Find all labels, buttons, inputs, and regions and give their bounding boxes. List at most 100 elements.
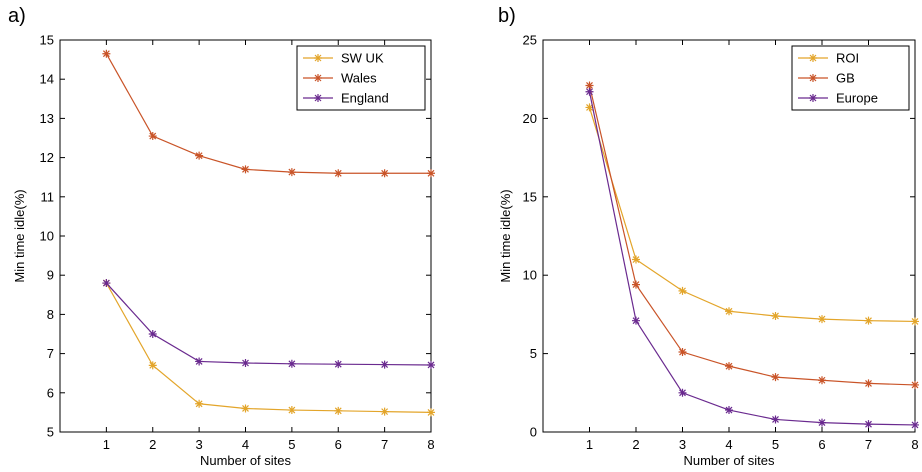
panel-b-series-gb-point-shape xyxy=(585,81,594,90)
panel-b-series-europe-point-shape xyxy=(818,418,826,427)
panel-b-series-roi-point xyxy=(911,317,919,326)
panel-b-x-tick-label: 5 xyxy=(772,437,779,452)
panel-b-series-gb-point xyxy=(771,373,780,382)
panel-a-series-sw-uk-point xyxy=(148,361,157,370)
panel-b-series-gb-point-shape xyxy=(911,380,919,389)
panel-b: 1 2 3 4 5 6 7 8 0 5 10 15 20 25 Number of sites Min tim… xyxy=(498,5,919,468)
panel-a-series-sw-uk-point-shape xyxy=(427,408,435,417)
panel-a-legend-marker-shape xyxy=(314,74,322,82)
panel-b-series-roi-point xyxy=(818,315,826,324)
panel-a-legend-label: SW UK xyxy=(341,51,384,66)
panel-a-series-england-point xyxy=(287,359,296,368)
panel-a-legend-item: Wales xyxy=(303,71,377,86)
panel-b-series-gb-point xyxy=(725,362,733,371)
panel-b-series-gb-point-shape xyxy=(678,348,687,357)
panel-a-series-england-line xyxy=(105,282,432,366)
panel-a-series-england-point-shape xyxy=(427,360,435,369)
panel-a-y-tick-label: 7 xyxy=(47,346,54,361)
panel-a-series-wales-point-shape xyxy=(195,151,204,160)
panel-b-series-roi-point-shape xyxy=(818,315,826,324)
panel-a-y-tick-label: 12 xyxy=(40,150,54,165)
panel-b-legend-label: GB xyxy=(836,71,855,86)
panel-b-series-roi-point xyxy=(725,307,733,316)
panel-b-series-gb-point-shape xyxy=(632,280,640,289)
panel-b-legend: ROI GB Europe xyxy=(791,45,910,111)
panel-a-series-england xyxy=(102,279,435,369)
panel-b-x-tick-label: 4 xyxy=(725,437,732,452)
panel-a-legend: SW UK Wales England xyxy=(296,45,426,111)
panel-b-series-roi-point xyxy=(678,286,687,295)
panel-a-legend-marker xyxy=(314,54,322,62)
panel-a-series-wales-point-shape xyxy=(241,165,250,174)
panel-b-y-tick-label: 5 xyxy=(530,346,537,361)
panel-a-legend-marker xyxy=(314,74,322,82)
panel-a-series-england-point xyxy=(427,360,435,369)
panel-b-series-europe-point-shape xyxy=(864,420,873,429)
panel-a-series-england-point-shape xyxy=(334,360,343,369)
panel-a-series-wales-point xyxy=(195,151,204,160)
panel-a-legend-marker-shape xyxy=(314,54,322,62)
panel-b-x-tick-label: 8 xyxy=(911,437,918,452)
panel-a-series-sw-uk-point-shape xyxy=(195,399,204,408)
panel-b-series-roi-point-shape xyxy=(585,103,594,112)
panel-a-series-sw-uk-point xyxy=(427,408,435,417)
panel-a-series-wales-point-shape xyxy=(102,49,111,58)
panel-b-series-roi-point xyxy=(771,311,780,320)
panel-a-series-sw-uk xyxy=(102,279,435,417)
panel-b-series-gb-point-shape xyxy=(771,373,780,382)
panel-a-legend-item: SW UK xyxy=(303,51,384,66)
panel-a-series-england-point xyxy=(102,279,111,288)
panel-b-series-gb-point xyxy=(585,81,594,90)
panel-b-y-tick-label: 10 xyxy=(523,268,537,283)
panel-a-series-sw-uk-point xyxy=(380,407,389,416)
panel-a-x-tick-label: 6 xyxy=(335,437,342,452)
panel-a-series-wales-point-shape xyxy=(287,168,296,177)
panel-b-legend-item: Europe xyxy=(798,91,878,106)
panel-b-series-europe-point xyxy=(678,388,687,397)
panel-b-x-axis-label: Number of sites xyxy=(683,453,775,468)
panel-b-series-gb-point xyxy=(911,380,919,389)
panel-b-series-gb-point xyxy=(818,376,826,385)
panel-b-x-tick-label: 2 xyxy=(632,437,639,452)
panel-b-series-europe-point xyxy=(864,420,873,429)
panel-b-y-tick-label: 25 xyxy=(523,33,537,48)
panel-b-legend-item: ROI xyxy=(798,51,859,66)
panel-a-y-tick-label: 15 xyxy=(40,33,54,48)
panel-a-y-tick-label: 6 xyxy=(47,385,54,400)
panel-b-series-europe-point-shape xyxy=(632,316,640,325)
panel-b-y-axis-label: Min time idle(%) xyxy=(498,189,513,282)
panel-b-series-europe-point xyxy=(585,87,594,96)
panel-a-series-wales-line xyxy=(105,53,431,174)
panel-a-series-england-point-shape xyxy=(195,357,204,366)
panel-b-series-gb-point xyxy=(632,280,640,289)
panel-a-series-wales-point-shape xyxy=(380,169,389,178)
panel-b-series-europe-point-shape xyxy=(678,388,687,397)
panel-b-series-roi-point xyxy=(864,316,873,325)
panel-b-series-europe-point-shape xyxy=(911,420,919,429)
panel-a-legend-item: England xyxy=(303,91,389,106)
panel-b-legend-marker-shape xyxy=(809,94,817,102)
panel-b-series-europe-point-shape xyxy=(771,415,780,424)
panel-a-x-tick-label: 2 xyxy=(149,437,156,452)
panel-a-legend-label: Wales xyxy=(341,71,377,86)
panel-a-x-tick-label: 1 xyxy=(103,437,110,452)
panel-a-series-england-point xyxy=(380,360,389,369)
panel-a-series-wales-point xyxy=(102,49,111,58)
panel-a-series-england-point xyxy=(334,360,343,369)
panel-b-series-europe-line xyxy=(588,91,916,426)
panel-b-series-roi xyxy=(585,103,919,326)
panel-b-label: b) xyxy=(498,5,516,27)
panel-b-y-tick-label: 0 xyxy=(530,425,537,440)
panel-a-y-axis-label: Min time idle(%) xyxy=(12,189,27,282)
panel-b-series-europe-point xyxy=(771,415,780,424)
panel-a-series-wales-point-shape xyxy=(427,169,435,178)
panel-b-series-roi-point-shape xyxy=(678,286,687,295)
panel-a-y-tick-label: 10 xyxy=(40,229,54,244)
panel-a-x-tick-label: 3 xyxy=(196,437,203,452)
panel-b-series-roi-point xyxy=(585,103,594,112)
panel-a-legend-label: England xyxy=(341,91,389,106)
panel-a-series-england-point xyxy=(148,330,157,338)
panel-a-series-wales-point xyxy=(287,168,296,177)
